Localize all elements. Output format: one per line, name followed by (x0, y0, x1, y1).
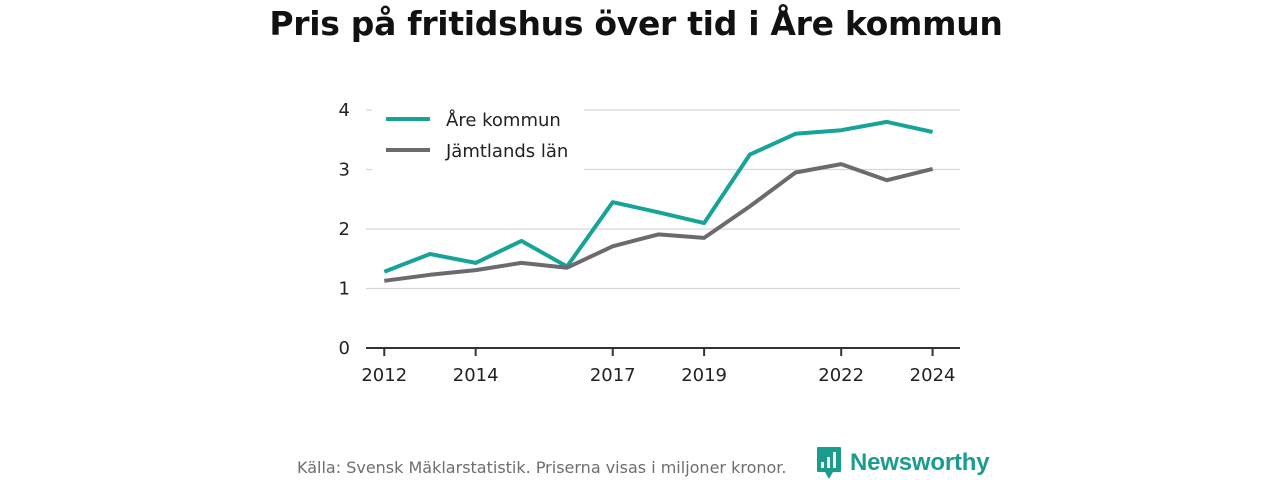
line-chart: 0 1 2 3 4 2012 2014 2017 2019 2022 2024 Åre kommu… (339, 100, 960, 386)
legend: Åre kommun Jämtlands län (372, 101, 584, 171)
x-tick-label: 2019 (681, 365, 727, 386)
brand-name: Newsworthy (850, 449, 990, 476)
series-lines (383, 119, 934, 283)
legend-label: Jämtlands län (445, 141, 568, 162)
y-tick-label: 0 (339, 338, 350, 359)
chart-title: Pris på fritidshus över tid i Åre kommun (269, 4, 1003, 43)
y-tick-label: 3 (339, 160, 350, 181)
x-axis: 2012 2014 2017 2019 2022 2024 (361, 347, 960, 386)
x-tick-label: 2022 (818, 365, 864, 386)
y-axis-ticks: 0 1 2 3 4 (339, 100, 350, 359)
x-tick-label: 2012 (361, 365, 407, 386)
x-tick-label: 2014 (453, 365, 499, 386)
legend-background (372, 101, 584, 171)
series-line-1 (384, 162, 934, 283)
x-tick-label: 2024 (910, 365, 956, 386)
newsworthy-logo-icon (817, 447, 841, 479)
legend-label: Åre kommun (446, 109, 561, 131)
series-line-0 (383, 119, 934, 274)
y-tick-label: 1 (339, 279, 350, 300)
brand-logo: Newsworthy (816, 446, 990, 480)
x-tick-label: 2017 (590, 365, 636, 386)
y-tick-label: 4 (339, 100, 350, 121)
y-tick-label: 2 (339, 219, 350, 240)
source-note: Källa: Svensk Mäklarstatistik. Priserna … (297, 458, 787, 477)
